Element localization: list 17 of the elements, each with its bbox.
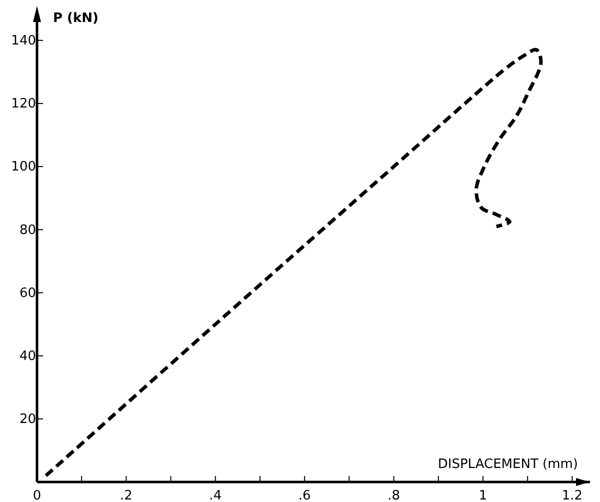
- line-series: [44, 48, 543, 478]
- x-axis-title: DISPLACEMENT (mm): [438, 457, 578, 472]
- y-tick-label: 140: [11, 34, 36, 49]
- x-tick-label: .8: [388, 488, 400, 502]
- y-tick-label: 80: [19, 222, 36, 238]
- x-tick-label: .2: [120, 488, 132, 502]
- y-tick-label: 60: [19, 286, 36, 301]
- y-tick-label: 40: [19, 348, 36, 364]
- x-tick-label: 1: [478, 488, 488, 502]
- x-tick-label: 1.2: [562, 488, 583, 502]
- y-tick-label: 100: [11, 160, 36, 175]
- x-tick-label: .4: [209, 488, 222, 502]
- y-tick-label: 120: [11, 96, 36, 112]
- y-axis-title: P (kN): [53, 11, 98, 26]
- x-tick-label: .6: [298, 488, 311, 502]
- y-tick-label: 20: [19, 412, 36, 428]
- x-tick-label: 0: [32, 488, 42, 502]
